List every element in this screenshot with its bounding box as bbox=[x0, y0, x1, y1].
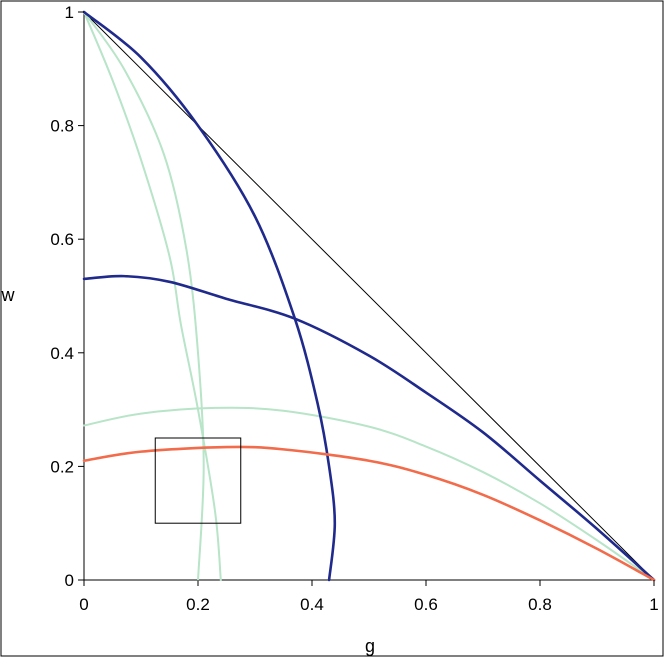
x-tick-label: 0.2 bbox=[186, 595, 210, 614]
series-layer bbox=[82, 10, 656, 582]
x-tick-label: 0 bbox=[79, 595, 88, 614]
x-axis-title: g bbox=[365, 636, 375, 656]
series-line-5 bbox=[83, 11, 205, 581]
series-line-2 bbox=[82, 10, 337, 582]
y-tick-label: 0.8 bbox=[50, 117, 74, 136]
y-axis-title: w bbox=[1, 285, 16, 305]
series-line-7 bbox=[82, 445, 656, 582]
x-tick-label: 0.6 bbox=[414, 595, 438, 614]
x-tick-label: 0.8 bbox=[528, 595, 552, 614]
x-axis-ticks: 0 0.2 0.4 0.6 0.8 1 bbox=[79, 580, 659, 614]
y-tick-label: 0.2 bbox=[50, 457, 74, 476]
y-tick-label: 0.4 bbox=[50, 344, 74, 363]
annotation-rectangle bbox=[154, 437, 242, 524]
series-line-6 bbox=[83, 406, 655, 581]
y-axis-ticks: 0 0.2 0.4 0.6 0.8 1 bbox=[50, 3, 84, 590]
y-tick-label: 0 bbox=[65, 571, 74, 590]
x-tick-label: 1 bbox=[649, 595, 658, 614]
annotation-layer bbox=[154, 437, 242, 524]
y-tick-label: 1 bbox=[65, 3, 74, 22]
x-tick-label: 0.4 bbox=[300, 595, 324, 614]
series-line-3 bbox=[82, 274, 656, 582]
series-line-4 bbox=[83, 11, 222, 581]
series-line-1 bbox=[83, 11, 655, 581]
y-tick-label: 0.6 bbox=[50, 230, 74, 249]
